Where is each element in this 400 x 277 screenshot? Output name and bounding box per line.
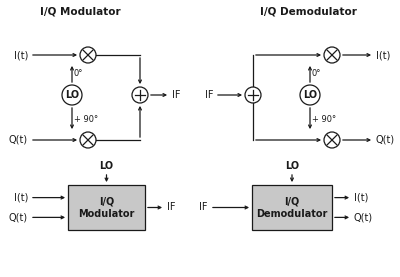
Circle shape [245, 87, 261, 103]
Text: LO: LO [303, 90, 317, 100]
Text: 0°: 0° [312, 68, 321, 78]
Text: LO: LO [285, 161, 299, 171]
Text: I(t): I(t) [376, 50, 390, 60]
Text: Q(t): Q(t) [376, 135, 395, 145]
Text: Q(t): Q(t) [354, 212, 373, 222]
Text: Q(t): Q(t) [9, 135, 28, 145]
Circle shape [300, 85, 320, 105]
Text: I(t): I(t) [14, 50, 28, 60]
Text: + 90°: + 90° [74, 115, 98, 124]
Text: IF: IF [204, 90, 213, 100]
Text: LO: LO [100, 161, 114, 171]
Text: I/Q
Modulator: I/Q Modulator [78, 196, 135, 219]
Text: I(t): I(t) [354, 193, 368, 202]
Text: LO: LO [65, 90, 79, 100]
Text: I/Q Demodulator: I/Q Demodulator [260, 7, 356, 17]
Circle shape [80, 47, 96, 63]
Text: IF: IF [172, 90, 180, 100]
Text: IF: IF [200, 202, 208, 212]
Text: IF: IF [167, 202, 176, 212]
Circle shape [324, 47, 340, 63]
Circle shape [132, 87, 148, 103]
Bar [252, 185, 332, 230]
Text: + 90°: + 90° [312, 115, 336, 124]
Text: I/Q Modulator: I/Q Modulator [40, 7, 120, 17]
Text: I/Q
Demodulator: I/Q Demodulator [256, 196, 328, 219]
Circle shape [324, 132, 340, 148]
Text: I(t): I(t) [14, 193, 28, 202]
Circle shape [80, 132, 96, 148]
Text: 0°: 0° [74, 68, 83, 78]
Text: Q(t): Q(t) [9, 212, 28, 222]
Bar [68, 185, 145, 230]
Circle shape [62, 85, 82, 105]
